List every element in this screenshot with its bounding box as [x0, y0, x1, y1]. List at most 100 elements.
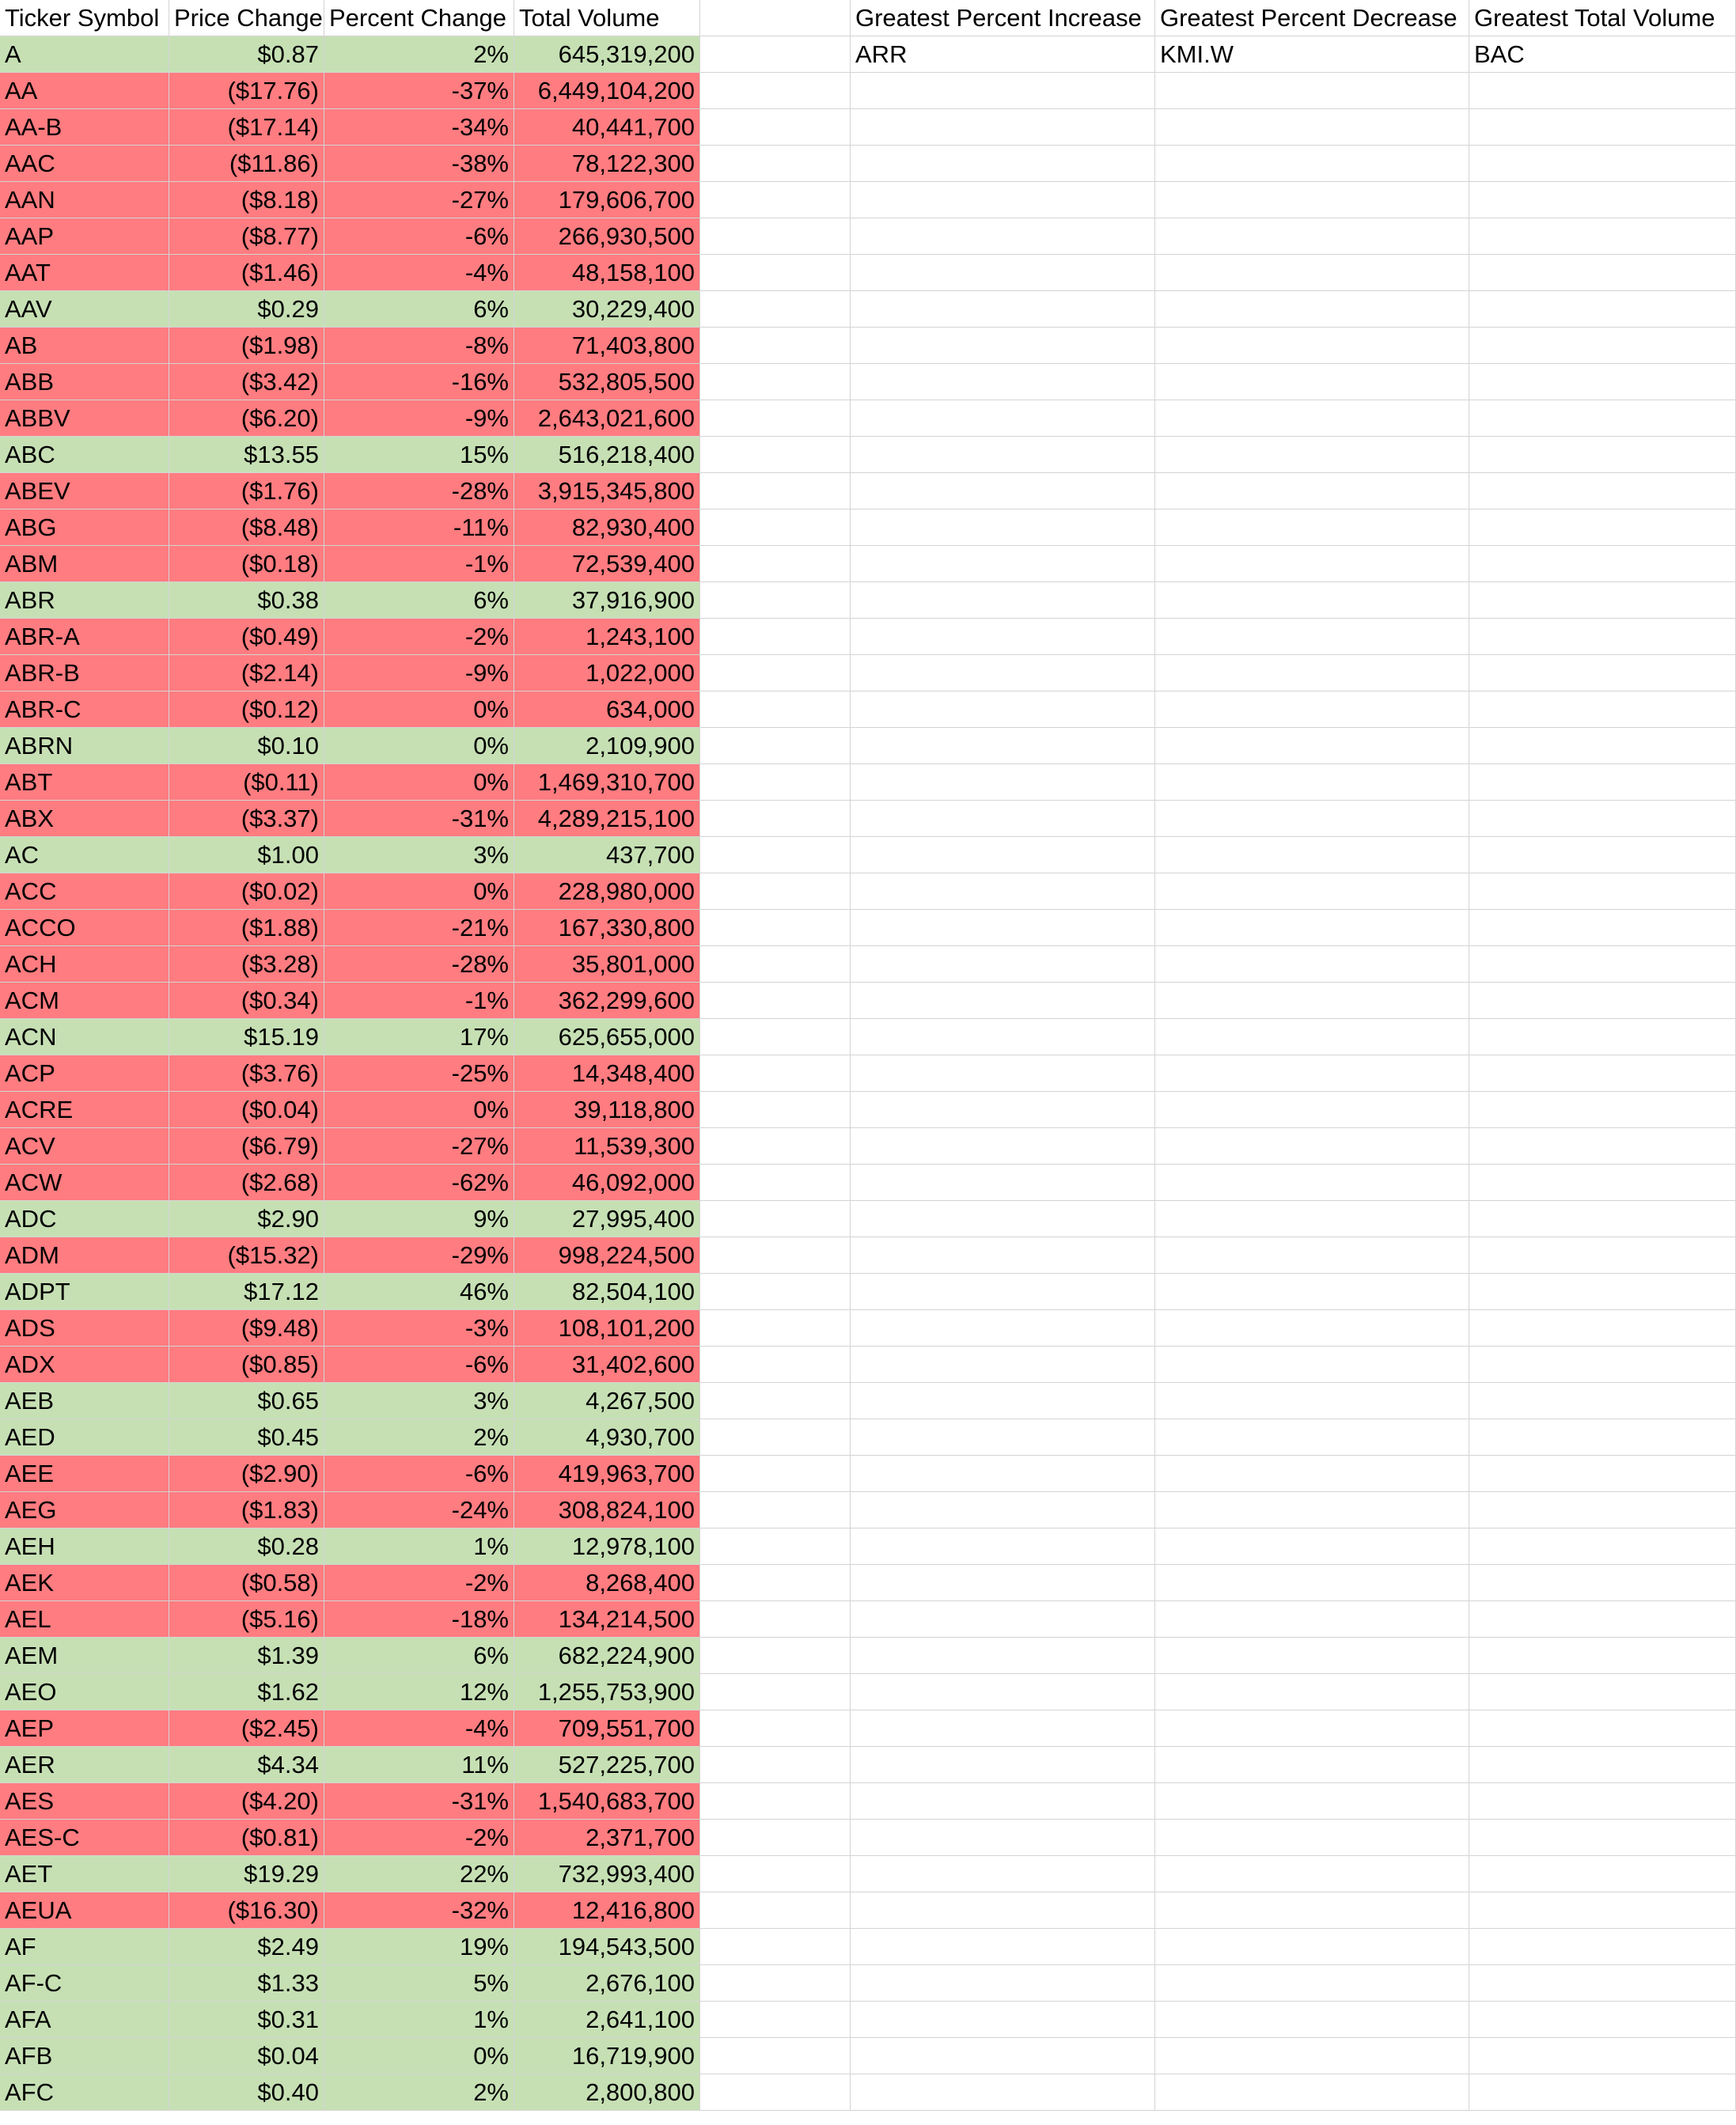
percent-change-cell[interactable]: -9%	[324, 655, 514, 691]
empty-cell[interactable]	[1469, 2074, 1736, 2111]
total-volume-cell[interactable]: 14,348,400	[514, 1055, 700, 1092]
empty-cell[interactable]	[851, 1638, 1155, 1674]
empty-cell[interactable]	[700, 1456, 851, 1492]
percent-change-cell[interactable]: -31%	[324, 801, 514, 837]
ticker-cell[interactable]: AER	[0, 1747, 169, 1783]
total-volume-cell[interactable]: 1,540,683,700	[514, 1783, 700, 1820]
empty-cell[interactable]	[1469, 1965, 1736, 2002]
empty-cell[interactable]	[700, 764, 851, 801]
empty-cell[interactable]	[1469, 728, 1736, 764]
empty-cell[interactable]	[851, 1383, 1155, 1419]
total-volume-cell[interactable]: 308,824,100	[514, 1492, 700, 1528]
empty-cell[interactable]	[1155, 619, 1469, 655]
percent-change-cell[interactable]: -28%	[324, 473, 514, 509]
empty-cell[interactable]	[851, 73, 1155, 109]
price-change-cell[interactable]: $15.19	[169, 1019, 324, 1055]
empty-cell[interactable]	[1155, 473, 1469, 509]
empty-cell[interactable]	[1155, 509, 1469, 546]
percent-change-cell[interactable]: -8%	[324, 328, 514, 364]
price-change-cell[interactable]: $0.40	[169, 2074, 324, 2111]
percent-change-cell[interactable]: -37%	[324, 73, 514, 109]
greatest-total-volume-value[interactable]: BAC	[1469, 36, 1736, 73]
empty-cell[interactable]	[700, 873, 851, 910]
empty-cell[interactable]	[1155, 983, 1469, 1019]
ticker-cell[interactable]: ACN	[0, 1019, 169, 1055]
empty-cell[interactable]	[1155, 1456, 1469, 1492]
empty-cell[interactable]	[1155, 218, 1469, 255]
empty-cell[interactable]	[700, 983, 851, 1019]
percent-change-cell[interactable]: -29%	[324, 1237, 514, 1274]
empty-cell[interactable]	[1469, 1456, 1736, 1492]
empty-cell[interactable]	[1155, 837, 1469, 873]
empty-cell[interactable]	[851, 1965, 1155, 2002]
empty-cell[interactable]	[851, 1856, 1155, 1892]
empty-cell[interactable]	[1469, 1528, 1736, 1565]
empty-cell[interactable]	[1155, 2074, 1469, 2111]
empty-cell[interactable]	[1469, 1783, 1736, 1820]
price-change-cell[interactable]: ($3.76)	[169, 1055, 324, 1092]
ticker-cell[interactable]: ACRE	[0, 1092, 169, 1128]
ticker-cell[interactable]: ADS	[0, 1310, 169, 1347]
percent-change-cell[interactable]: -1%	[324, 546, 514, 582]
header-percent-change[interactable]: Percent Change	[324, 0, 514, 36]
empty-cell[interactable]	[1155, 1710, 1469, 1747]
empty-cell[interactable]	[851, 109, 1155, 146]
total-volume-cell[interactable]: 1,243,100	[514, 619, 700, 655]
ticker-cell[interactable]: ABT	[0, 764, 169, 801]
empty-cell[interactable]	[1469, 218, 1736, 255]
empty-cell[interactable]	[1155, 1601, 1469, 1638]
percent-change-cell[interactable]: -34%	[324, 109, 514, 146]
percent-change-cell[interactable]: 5%	[324, 1965, 514, 2002]
total-volume-cell[interactable]: 8,268,400	[514, 1565, 700, 1601]
empty-cell[interactable]	[851, 182, 1155, 218]
ticker-cell[interactable]: AA	[0, 73, 169, 109]
empty-cell[interactable]	[851, 801, 1155, 837]
price-change-cell[interactable]: $2.90	[169, 1201, 324, 1237]
price-change-cell[interactable]: $1.62	[169, 1674, 324, 1710]
empty-cell[interactable]	[1155, 691, 1469, 728]
ticker-cell[interactable]: AAN	[0, 182, 169, 218]
price-change-cell[interactable]: ($2.90)	[169, 1456, 324, 1492]
total-volume-cell[interactable]: 37,916,900	[514, 582, 700, 619]
empty-cell[interactable]	[1155, 1783, 1469, 1820]
empty-cell[interactable]	[851, 509, 1155, 546]
empty-cell[interactable]	[700, 837, 851, 873]
price-change-cell[interactable]: ($0.81)	[169, 1820, 324, 1856]
total-volume-cell[interactable]: 625,655,000	[514, 1019, 700, 1055]
ticker-cell[interactable]: ABR	[0, 582, 169, 619]
ticker-cell[interactable]: ABC	[0, 437, 169, 473]
empty-cell[interactable]	[1469, 255, 1736, 291]
empty-cell[interactable]	[700, 1710, 851, 1747]
ticker-cell[interactable]: AEK	[0, 1565, 169, 1601]
price-change-cell[interactable]: ($1.98)	[169, 328, 324, 364]
price-change-cell[interactable]: $0.28	[169, 1528, 324, 1565]
header-price-change[interactable]: Price Change	[169, 0, 324, 36]
empty-cell[interactable]	[851, 1237, 1155, 1274]
empty-cell[interactable]	[1155, 764, 1469, 801]
empty-cell[interactable]	[1155, 2002, 1469, 2038]
empty-cell[interactable]	[1469, 582, 1736, 619]
total-volume-cell[interactable]: 46,092,000	[514, 1165, 700, 1201]
empty-cell[interactable]	[851, 691, 1155, 728]
percent-change-cell[interactable]: -11%	[324, 509, 514, 546]
empty-cell[interactable]	[700, 182, 851, 218]
empty-cell[interactable]	[851, 910, 1155, 946]
price-change-cell[interactable]: ($1.83)	[169, 1492, 324, 1528]
empty-cell[interactable]	[700, 1747, 851, 1783]
percent-change-cell[interactable]: -6%	[324, 1347, 514, 1383]
percent-change-cell[interactable]: -21%	[324, 910, 514, 946]
empty-cell[interactable]	[700, 73, 851, 109]
price-change-cell[interactable]: ($11.86)	[169, 146, 324, 182]
price-change-cell[interactable]: $0.04	[169, 2038, 324, 2074]
price-change-cell[interactable]: ($15.32)	[169, 1237, 324, 1274]
ticker-cell[interactable]: AEB	[0, 1383, 169, 1419]
price-change-cell[interactable]: ($0.04)	[169, 1092, 324, 1128]
empty-cell[interactable]	[1155, 437, 1469, 473]
price-change-cell[interactable]: ($17.76)	[169, 73, 324, 109]
total-volume-cell[interactable]: 30,229,400	[514, 291, 700, 328]
empty-cell[interactable]	[1155, 364, 1469, 400]
empty-cell[interactable]	[851, 546, 1155, 582]
empty-cell[interactable]	[700, 1347, 851, 1383]
empty-cell[interactable]	[1155, 146, 1469, 182]
empty-cell[interactable]	[1469, 328, 1736, 364]
